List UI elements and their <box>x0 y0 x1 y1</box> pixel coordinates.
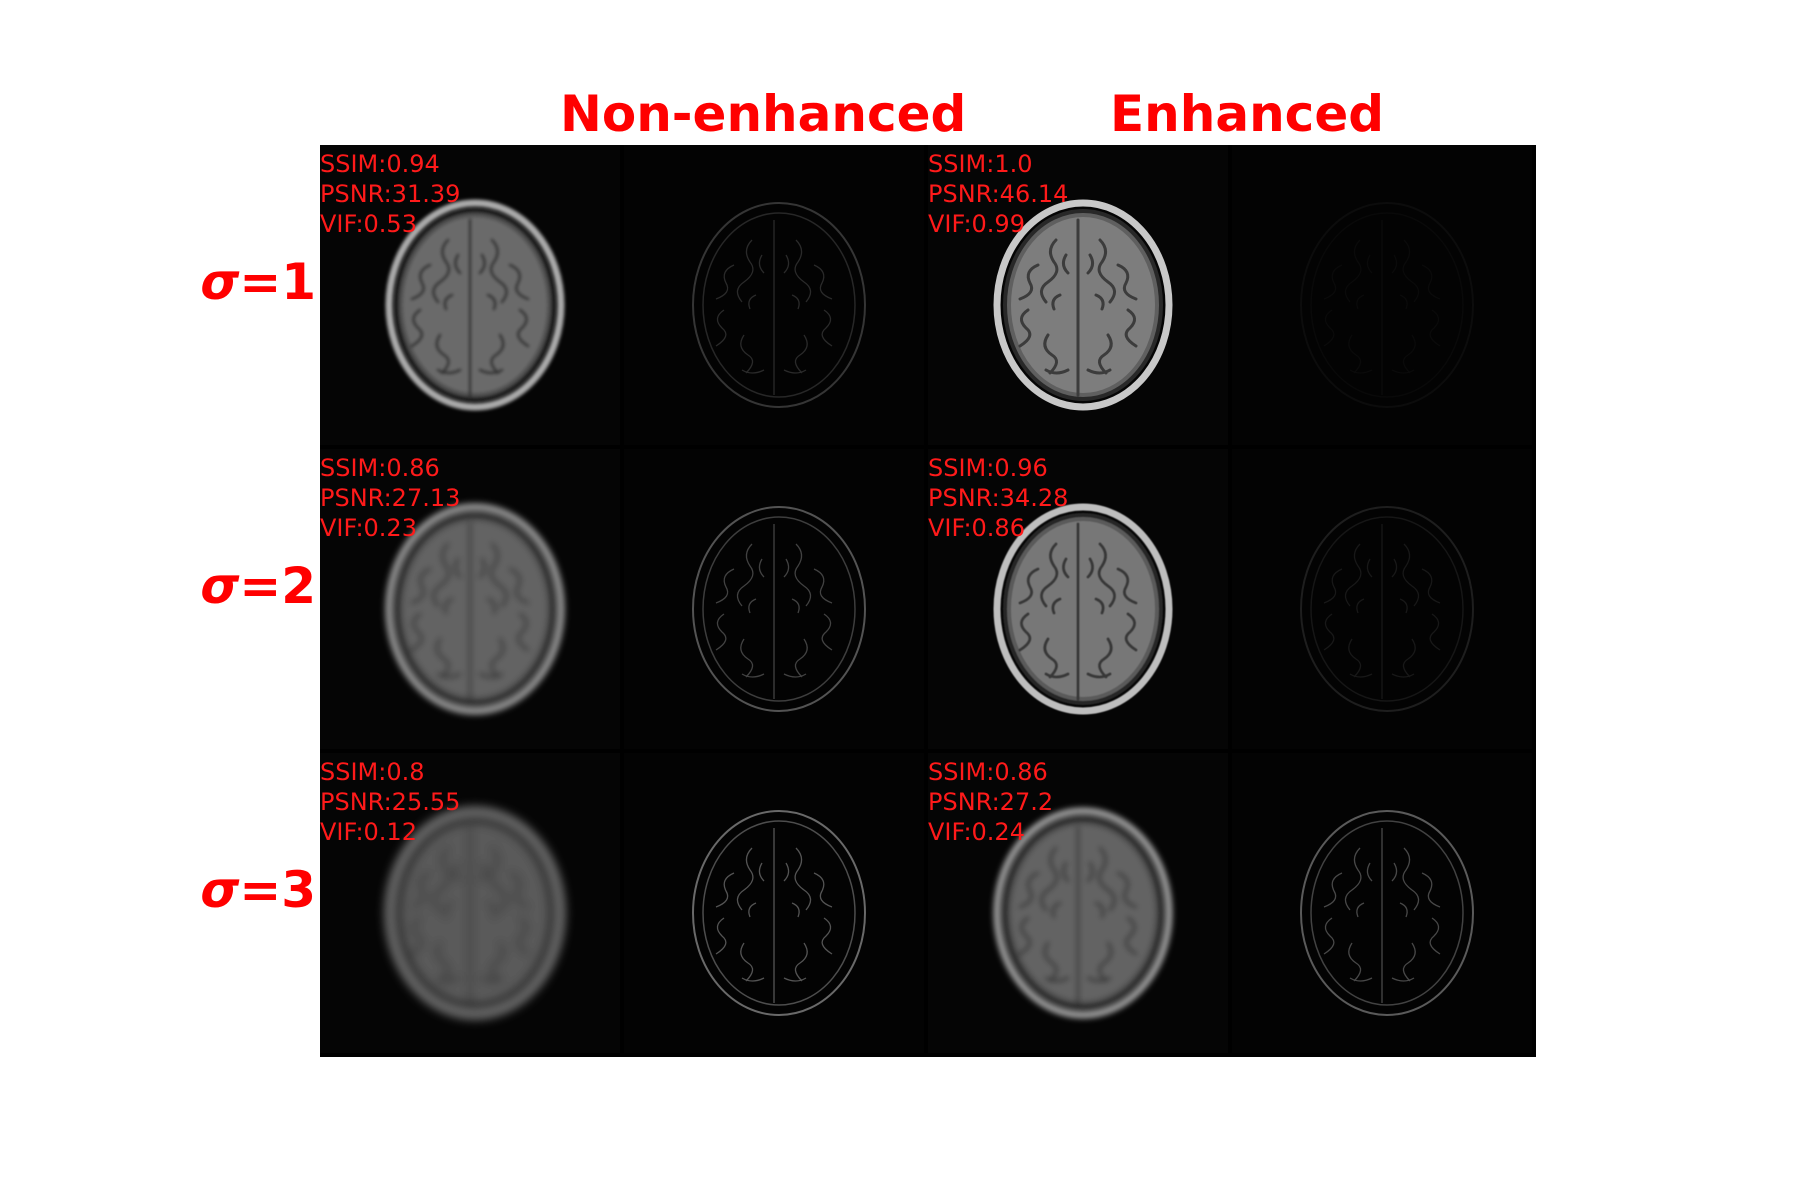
mri-enhanced-sigma-2 <box>928 449 1228 749</box>
metrics-enhanced-sigma-2: SSIM:0.96 PSNR:34.28 VIF:0.86 <box>928 454 1069 542</box>
row-label-sigma-2: σ=2 <box>200 557 316 615</box>
residual-enhanced-sigma-2 <box>1232 449 1532 749</box>
metrics-enhanced-sigma-1: SSIM:1.0 PSNR:46.14 VIF:0.99 <box>928 150 1069 238</box>
residual-enhanced-sigma-1 <box>1232 145 1532 445</box>
image-grid: SSIM:0.94 PSNR:31.39 VIF:0.53 SSIM:1.0 PSNR… <box>320 145 1536 1057</box>
row-label-sigma-1: σ=1 <box>200 253 316 311</box>
column-title-enhanced: Enhanced <box>1110 85 1385 143</box>
residual-non-enhanced-sigma-2 <box>624 449 924 749</box>
row-label-sigma-3: σ=3 <box>200 861 316 919</box>
mri-enhanced-sigma-1 <box>928 145 1228 445</box>
column-title-non-enhanced: Non-enhanced <box>560 85 967 143</box>
mri-non-enhanced-sigma-2 <box>320 449 620 749</box>
metrics-enhanced-sigma-3: SSIM:0.86 PSNR:27.2 VIF:0.24 <box>928 758 1054 846</box>
residual-non-enhanced-sigma-1 <box>624 145 924 445</box>
metrics-non-enhanced-sigma-2: SSIM:0.86 PSNR:27.13 VIF:0.23 <box>320 454 461 542</box>
mri-enhanced-sigma-3 <box>928 753 1228 1053</box>
mri-non-enhanced-sigma-1 <box>320 145 620 445</box>
mri-non-enhanced-sigma-3 <box>320 753 620 1053</box>
metrics-non-enhanced-sigma-3: SSIM:0.8 PSNR:25.55 VIF:0.12 <box>320 758 461 846</box>
metrics-non-enhanced-sigma-1: SSIM:0.94 PSNR:31.39 VIF:0.53 <box>320 150 461 238</box>
residual-enhanced-sigma-3 <box>1232 753 1532 1053</box>
residual-non-enhanced-sigma-3 <box>624 753 924 1053</box>
